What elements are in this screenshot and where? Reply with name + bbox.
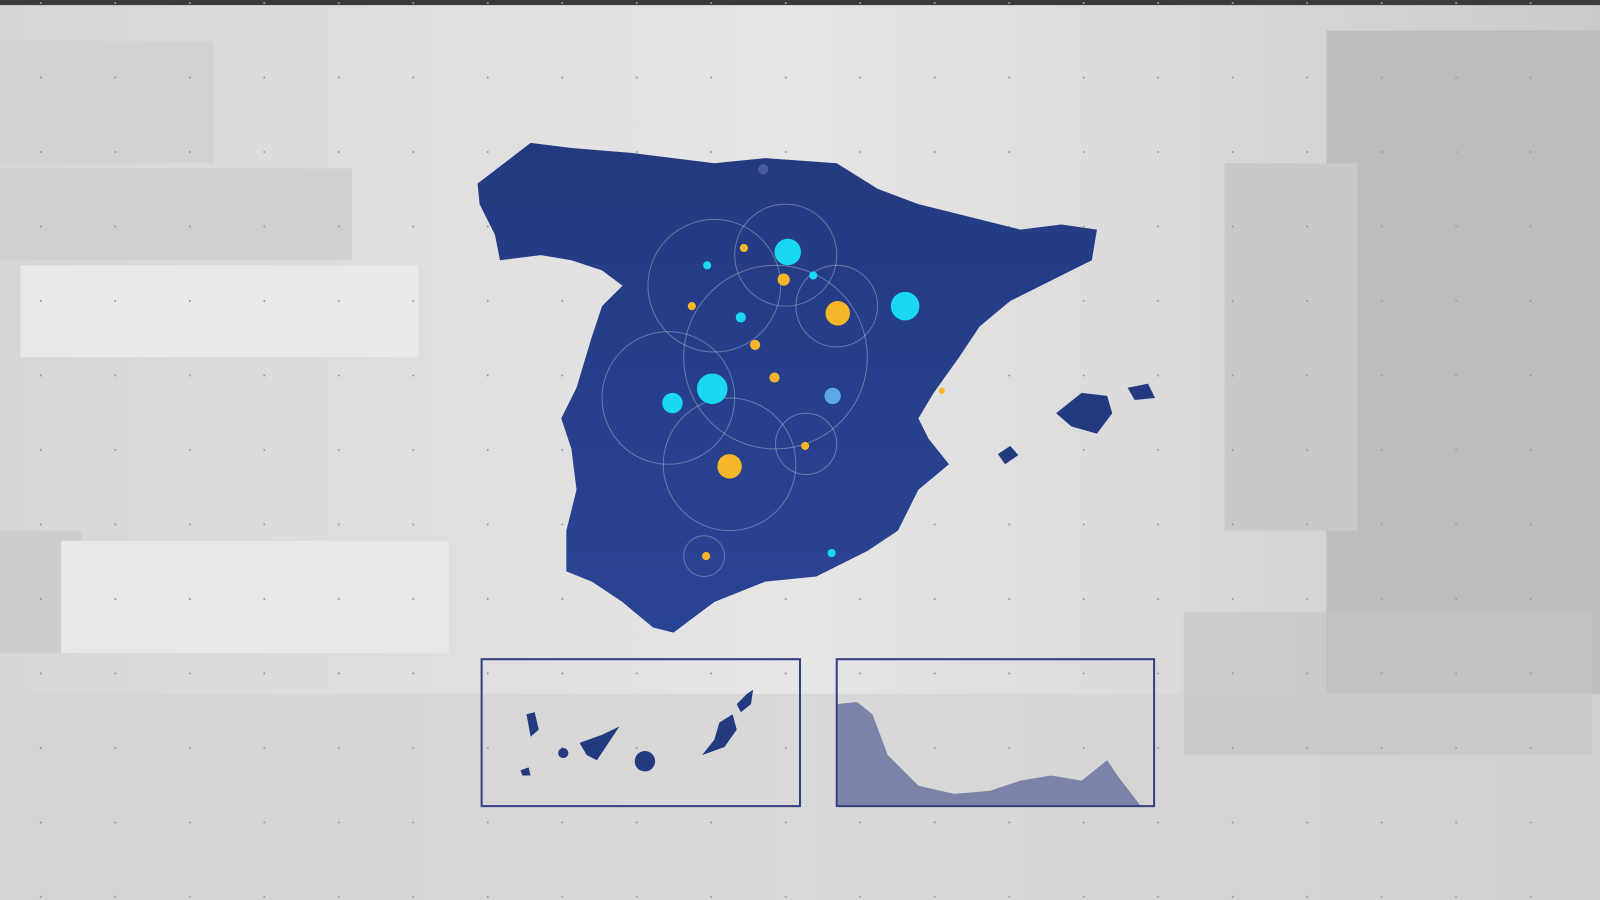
marker bbox=[824, 387, 841, 405]
marker bbox=[687, 302, 696, 311]
ring bbox=[683, 535, 725, 578]
marker bbox=[662, 392, 683, 414]
ring bbox=[683, 264, 868, 450]
ring bbox=[795, 264, 879, 348]
marker bbox=[702, 552, 711, 561]
marker bbox=[696, 373, 728, 405]
ceuta-melilla-inset bbox=[835, 658, 1156, 808]
island bbox=[736, 689, 754, 713]
marker bbox=[777, 273, 790, 286]
marker bbox=[774, 238, 802, 266]
markers bbox=[662, 164, 945, 561]
balearic-island bbox=[1127, 383, 1156, 400]
marker bbox=[750, 339, 761, 350]
marker bbox=[739, 243, 748, 253]
marker bbox=[769, 372, 780, 383]
canary-inset bbox=[480, 658, 802, 808]
ring bbox=[775, 412, 838, 475]
marker bbox=[735, 312, 746, 323]
marker bbox=[890, 291, 920, 321]
peninsula bbox=[477, 142, 1097, 633]
marker bbox=[758, 164, 769, 175]
inset-frame bbox=[835, 658, 1156, 808]
ring bbox=[662, 397, 797, 532]
island bbox=[579, 726, 620, 761]
island bbox=[634, 751, 656, 772]
marker bbox=[827, 548, 836, 558]
ring bbox=[601, 331, 736, 465]
balearic-island bbox=[997, 445, 1019, 465]
ring bbox=[647, 218, 782, 353]
marker bbox=[825, 301, 850, 326]
marker bbox=[703, 261, 712, 270]
marker bbox=[938, 387, 945, 394]
inset-frame bbox=[480, 658, 802, 808]
coastline bbox=[836, 702, 1141, 807]
island bbox=[558, 747, 569, 759]
ring bbox=[734, 203, 838, 307]
island bbox=[520, 767, 531, 776]
marker bbox=[801, 441, 810, 450]
balearic-island bbox=[1056, 392, 1113, 434]
island bbox=[526, 712, 539, 737]
network-rings bbox=[601, 203, 879, 578]
island bbox=[702, 714, 737, 756]
marker bbox=[717, 454, 742, 479]
marker bbox=[809, 271, 818, 280]
